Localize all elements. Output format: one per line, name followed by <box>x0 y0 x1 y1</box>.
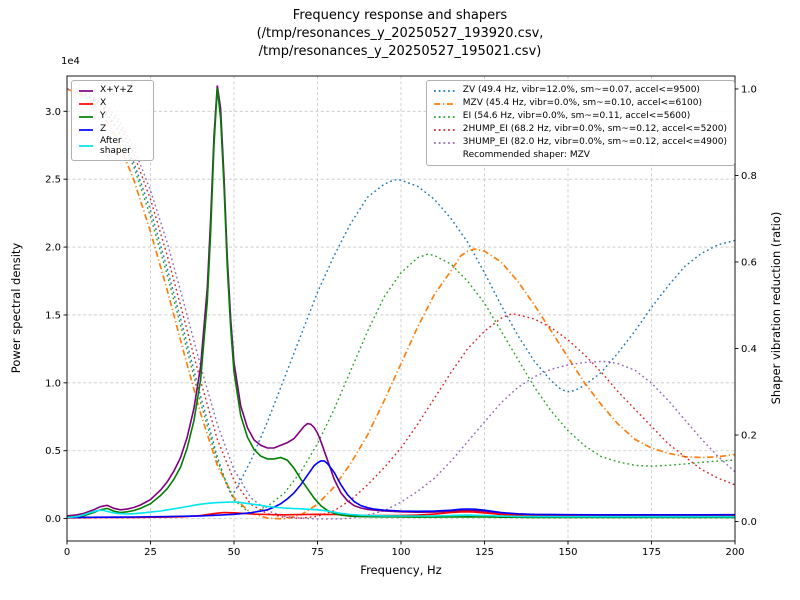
y-axis-label-left: Power spectral density <box>9 243 23 374</box>
y-left-tick-label: 0.0 <box>45 514 61 525</box>
series-curve-Y <box>67 88 735 519</box>
x-tick-label: 50 <box>228 547 241 558</box>
legend-label: 2HUMP_EI (68.2 Hz, vibr=0.0%, sm~=0.12, … <box>462 124 727 134</box>
legend-item-X: X <box>77 97 146 110</box>
psd-legend-items: X+Y+Z X Y Z After shaper <box>77 84 146 157</box>
shaper-recommendation: Recommended shaper: MZV <box>462 150 590 160</box>
legend-item-MZV: MZV (45.4 Hz, vibr=0.0%, sm~=0.10, accel… <box>432 97 727 110</box>
x-tick-label: 175 <box>642 547 661 558</box>
shaper-legend-items: ZV (49.4 Hz, vibr=12.0%, sm~=0.07, accel… <box>432 84 727 149</box>
y-right-tick-label: 0.0 <box>741 517 757 528</box>
legend-line-sample-Z <box>79 128 93 131</box>
series-curve-X+Y+Z <box>67 85 735 517</box>
legend-label: Y <box>100 111 106 122</box>
y-left-tick-label: 1.0 <box>45 378 61 389</box>
legend-label: After shaper <box>100 136 131 157</box>
legend-line-sample-ZV <box>433 89 456 92</box>
legend-item-ZV: ZV (49.4 Hz, vibr=12.0%, sm~=0.07, accel… <box>432 84 727 97</box>
legend-label: MZV (45.4 Hz, vibr=0.0%, sm~=0.10, accel… <box>462 98 702 108</box>
curves <box>67 85 735 520</box>
y-left-tick-label: 3.0 <box>45 107 61 118</box>
x-tick-label: 150 <box>558 547 577 558</box>
legend-line-sample-MZV <box>433 102 456 105</box>
chart-title: Frequency response and shapers (/tmp/res… <box>0 7 800 61</box>
series-curve-MZV <box>67 88 735 520</box>
legend-label: 3HUMP_EI (82.0 Hz, vibr=0.0%, sm~=0.12, … <box>462 137 727 147</box>
y-right-tick-label: 0.8 <box>741 171 757 182</box>
legend-line-sample-EI <box>433 115 456 118</box>
y-right-tick-label: 0.2 <box>741 431 757 442</box>
legend-item-2HUMP_EI: 2HUMP_EI (68.2 Hz, vibr=0.0%, sm~=0.12, … <box>432 123 727 136</box>
legend-label: X <box>100 98 107 109</box>
shaper-legend: ZV (49.4 Hz, vibr=12.0%, sm~=0.07, accel… <box>425 80 735 166</box>
y-right-tick-label: 1.0 <box>741 84 757 95</box>
chart-title-line-1: Frequency response and shapers <box>292 8 508 23</box>
y-left-tick-label: 1.5 <box>45 310 61 321</box>
legend-label: ZV (49.4 Hz, vibr=12.0%, sm~=0.07, accel… <box>462 85 700 95</box>
axis-ticks: 0 25 50 75 100 125 150 175 200 0.0 0.5 1.0 1.5 2.0 2.5… <box>45 84 757 558</box>
legend-item-3HUMP_EI: 3HUMP_EI (82.0 Hz, vibr=0.0%, sm~=0.12, … <box>432 136 727 149</box>
series-curve-3HUMP_EI <box>67 88 735 520</box>
y-left-tick-label: 2.0 <box>45 243 61 254</box>
x-tick-label: 100 <box>391 547 410 558</box>
legend-line-sample-2HUMP_EI <box>433 128 456 131</box>
y-right-tick-label: 0.4 <box>741 344 757 355</box>
y-left-tick-label: 0.5 <box>45 446 61 457</box>
legend-item-Z: Z <box>77 123 146 136</box>
legend-line-sample-X <box>79 102 93 105</box>
series-curve-After shaper <box>67 501 735 519</box>
chart-title-line-3: /tmp/resonances_y_20250527_195021.csv) <box>258 44 542 59</box>
legend-item-EI: EI (54.6 Hz, vibr=0.0%, sm~=0.11, accel<… <box>432 110 727 123</box>
legend-label: X+Y+Z <box>100 85 133 96</box>
chart-title-line-2: (/tmp/resonances_y_20250527_193920.csv, <box>256 26 544 41</box>
legend-line-sample-Y <box>79 115 93 118</box>
x-tick-label: 25 <box>144 547 157 558</box>
legend-label: EI (54.6 Hz, vibr=0.0%, sm~=0.11, accel<… <box>462 111 691 121</box>
x-tick-label: 0 <box>64 547 70 558</box>
series-curve-EI <box>67 88 735 514</box>
legend-item-X+Y+Z: X+Y+Z <box>77 84 146 97</box>
series-curve-2HUMP_EI <box>67 88 735 519</box>
x-tick-label: 200 <box>725 547 744 558</box>
y-right-tick-label: 0.6 <box>741 258 757 269</box>
y-axis-offset-text: 1e4 <box>61 56 80 67</box>
series-curve-Z <box>67 460 735 519</box>
x-tick-label: 75 <box>311 547 324 558</box>
legend-line-sample-After shaper <box>79 145 93 148</box>
psd-legend: X+Y+Z X Y Z After shaper <box>71 80 154 161</box>
y-left-tick-label: 2.5 <box>45 175 61 186</box>
legend-line-sample-3HUMP_EI <box>433 141 456 144</box>
x-tick-label: 125 <box>475 547 494 558</box>
x-axis-label: Frequency, Hz <box>360 563 441 577</box>
y-axis-label-right: Shaper vibration reduction (ratio) <box>769 212 783 405</box>
legend-item-Y: Y <box>77 110 146 123</box>
legend-label: Z <box>100 124 107 135</box>
legend-line-sample-X+Y+Z <box>79 89 93 92</box>
legend-item-After shaper: After shaper <box>77 136 146 157</box>
